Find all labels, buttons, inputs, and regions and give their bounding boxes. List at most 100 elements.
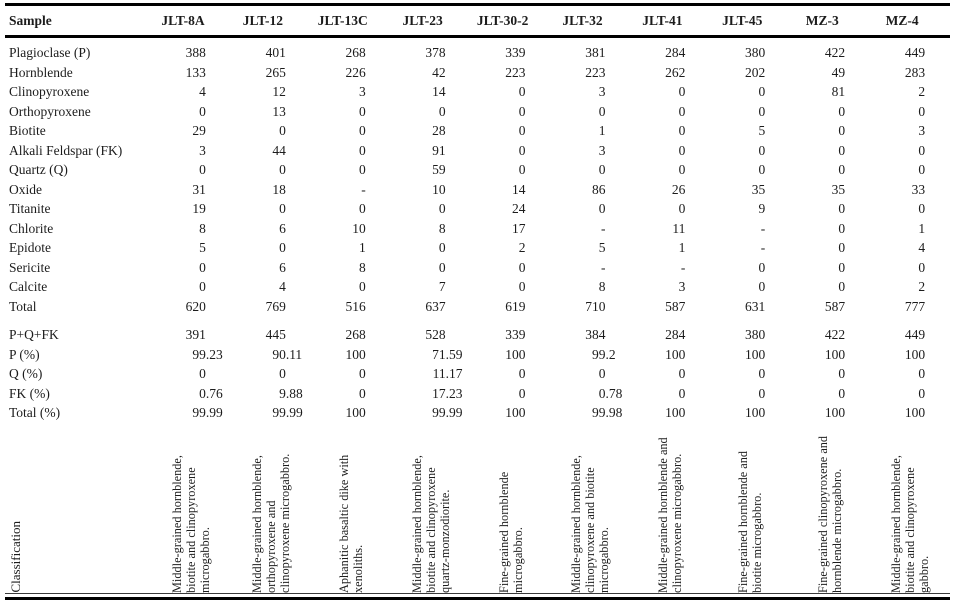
value-int: 0 bbox=[678, 123, 686, 138]
value-int: 284 bbox=[665, 45, 686, 60]
value-cell: 0 bbox=[710, 82, 790, 102]
value-int: 777 bbox=[904, 298, 926, 314]
table-row: Epidote 5 0 1 0 2 5 1 - 0 4 bbox=[5, 238, 950, 258]
value-int: 0 bbox=[358, 201, 366, 216]
value-int: 445 bbox=[265, 327, 286, 342]
value-cell: 0 bbox=[311, 364, 391, 384]
value-cell: 19 bbox=[151, 199, 231, 219]
value-dec bbox=[366, 180, 391, 200]
value-dec bbox=[605, 180, 630, 200]
value-dec bbox=[685, 141, 710, 161]
value-dec bbox=[206, 258, 231, 278]
value-int: - bbox=[600, 220, 606, 236]
value-dec bbox=[845, 384, 870, 404]
value-int: 99 bbox=[591, 346, 606, 362]
value-dec bbox=[925, 121, 950, 141]
value-int: 0 bbox=[358, 162, 366, 177]
value-int: 31 bbox=[192, 181, 206, 197]
value-dec bbox=[925, 277, 950, 297]
value-cell: 223 bbox=[551, 63, 631, 83]
classification-text: Fine-grained hornblende microgabbro. bbox=[496, 471, 525, 593]
value-int: 8 bbox=[598, 279, 606, 294]
value-int: 11 bbox=[672, 220, 686, 236]
value-int: 5 bbox=[758, 123, 766, 138]
value-cell: 10 bbox=[391, 180, 471, 200]
value-cell: 3 bbox=[551, 141, 631, 161]
value-dec bbox=[446, 199, 471, 219]
value-cell: 100 bbox=[311, 403, 391, 423]
value-int: 0 bbox=[758, 279, 766, 294]
value-dec bbox=[605, 199, 630, 219]
value-dec bbox=[765, 238, 790, 258]
value-int: 4 bbox=[199, 84, 206, 99]
value-cell: 380 bbox=[710, 43, 790, 63]
value-dec bbox=[446, 325, 471, 345]
value-int: 283 bbox=[904, 64, 926, 80]
value-dec bbox=[206, 277, 231, 297]
value-cell: 100 bbox=[790, 345, 870, 365]
value-cell: 0 bbox=[471, 102, 551, 122]
value-cell: 1 bbox=[311, 238, 391, 258]
value-dec bbox=[605, 121, 630, 141]
value-cell: 0 bbox=[870, 364, 950, 384]
value-cell: 0 bbox=[311, 141, 391, 161]
value-int: 391 bbox=[185, 327, 206, 342]
value-cell: 449 bbox=[870, 43, 950, 63]
value-int: 71 bbox=[432, 346, 446, 362]
value-int: 0 bbox=[918, 103, 926, 119]
value-cell: 0 bbox=[471, 82, 551, 102]
value-int: 0 bbox=[918, 259, 926, 275]
value-dec bbox=[925, 43, 950, 63]
value-cell: 262 bbox=[630, 63, 710, 83]
value-dec bbox=[685, 238, 710, 258]
value-int: 18 bbox=[272, 181, 286, 197]
value-int: 100 bbox=[505, 346, 526, 362]
row-label: Hornblende bbox=[9, 64, 73, 80]
value-dec bbox=[925, 238, 950, 258]
value-dec bbox=[845, 219, 870, 239]
value-cell: 0 bbox=[471, 364, 551, 384]
value-cell: 0 bbox=[870, 160, 950, 180]
value-int: 0 bbox=[438, 201, 446, 216]
value-dec bbox=[446, 160, 471, 180]
value-dec bbox=[446, 141, 471, 161]
value-dec bbox=[206, 121, 231, 141]
value-int: 769 bbox=[265, 298, 286, 314]
value-dec bbox=[685, 180, 710, 200]
value-cell: 0 bbox=[870, 102, 950, 122]
value-dec bbox=[206, 199, 231, 219]
value-dec bbox=[286, 43, 311, 63]
value-int: 100 bbox=[665, 405, 686, 420]
value-int: 528 bbox=[425, 327, 446, 342]
value-cell: 35 bbox=[710, 180, 790, 200]
value-cell: 0 bbox=[391, 258, 471, 278]
value-cell: 31 bbox=[151, 180, 231, 200]
value-dec bbox=[845, 180, 870, 200]
value-dec bbox=[446, 297, 471, 317]
value-int: 587 bbox=[824, 298, 846, 314]
value-dec bbox=[845, 43, 870, 63]
value-dec bbox=[925, 297, 950, 317]
value-cell: 59 bbox=[391, 160, 471, 180]
value-dec bbox=[845, 297, 870, 317]
value-cell: 422 bbox=[790, 43, 870, 63]
value-cell: 0 bbox=[790, 364, 870, 384]
value-int: 380 bbox=[745, 45, 766, 60]
value-int: 33 bbox=[911, 181, 926, 197]
value-cell: 26 bbox=[630, 180, 710, 200]
value-cell: 378 bbox=[391, 43, 471, 63]
value-cell: - bbox=[710, 219, 790, 239]
table-row: Sericite 0 6 8 0 0 - - 0 0 0 bbox=[5, 258, 950, 278]
value-int: 0 bbox=[678, 201, 686, 216]
value-dec bbox=[206, 141, 231, 161]
value-dec: .23 bbox=[205, 346, 223, 362]
value-dec bbox=[925, 160, 950, 180]
value-dec bbox=[685, 121, 710, 141]
value-int: 401 bbox=[265, 45, 286, 60]
value-dec bbox=[925, 258, 950, 278]
value-int: 100 bbox=[904, 405, 926, 420]
value-int: 339 bbox=[505, 327, 526, 342]
value-cell: 0 bbox=[231, 160, 311, 180]
value-cell: 0 bbox=[790, 238, 870, 258]
value-dec bbox=[526, 160, 551, 180]
